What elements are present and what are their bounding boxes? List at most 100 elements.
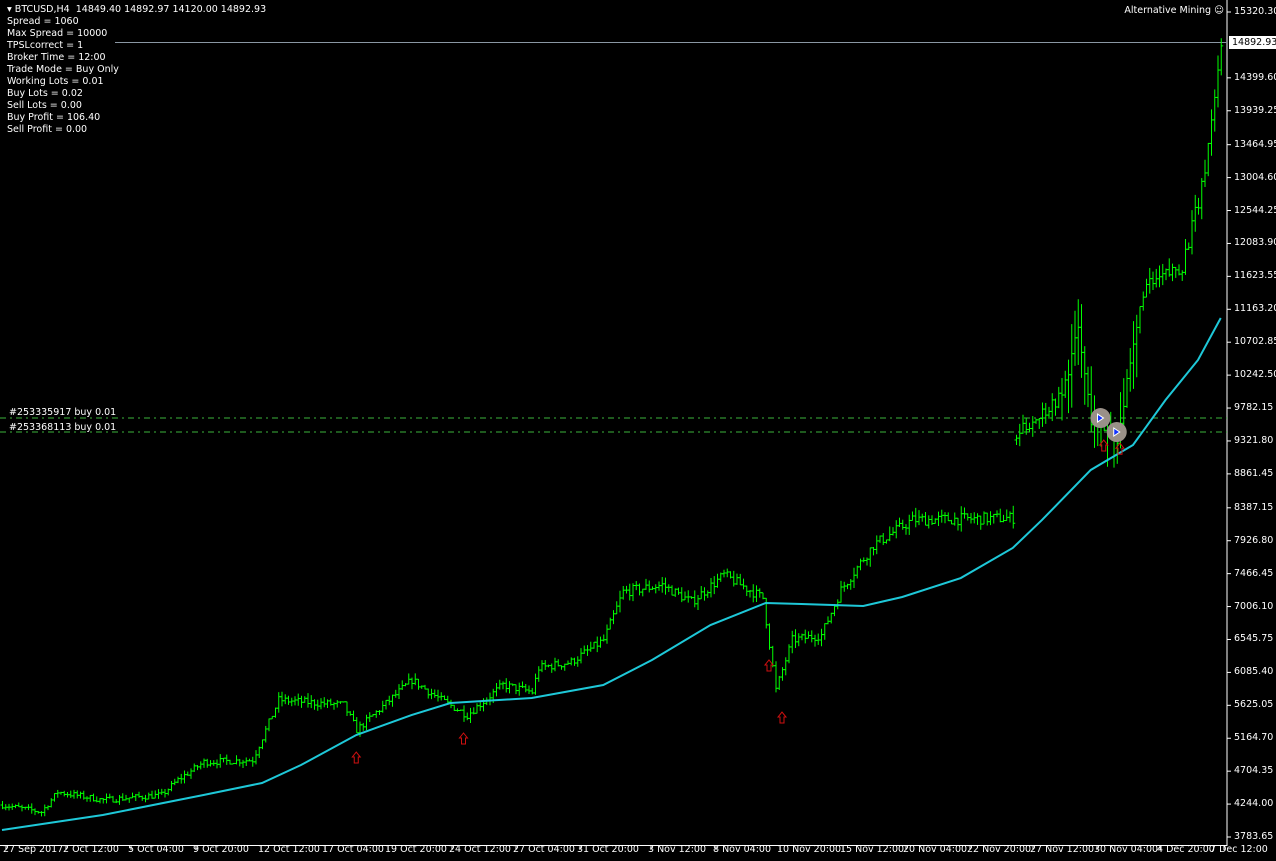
ohlc-bar: [114, 799, 119, 804]
ohlc-bar: [283, 694, 288, 705]
ohlc-bar: [605, 624, 609, 644]
ohlc-bar: [1173, 266, 1178, 278]
x-tick-label: 12 Oct 12:00: [258, 844, 320, 855]
ohlc-bar: [738, 573, 743, 586]
ohlc-bar: [1079, 304, 1084, 378]
ohlc-bar: [644, 578, 648, 590]
ohlc-bar: [588, 641, 593, 652]
ohlc-bar: [1060, 377, 1064, 421]
ohlc-bar: [897, 517, 902, 527]
ohlc-bar: [1219, 38, 1224, 76]
ohlc-bar: [540, 660, 544, 673]
ohlc-bar: [663, 577, 668, 595]
bid-price-tag: 14892.93: [1229, 36, 1276, 49]
ohlc-bar: [68, 790, 73, 798]
ohlc-bar: [488, 692, 492, 706]
ohlc-bar: [293, 696, 297, 706]
ohlc-bar: [78, 791, 83, 799]
ohlc-bar: [715, 573, 720, 588]
ohlc-bar: [1125, 369, 1129, 408]
x-tick-label: 30 Nov 04:00: [1094, 844, 1159, 855]
ohlc-bar: [572, 657, 577, 666]
ohlc-bar: [1167, 258, 1172, 277]
ohlc-bar: [774, 661, 778, 693]
y-tick-label: 6085.40: [1234, 666, 1274, 678]
ohlc-bar: [72, 789, 76, 799]
ohlc-bar: [1027, 422, 1032, 432]
expert-name: Alternative Mining: [1124, 5, 1212, 16]
ohlc-bar: [709, 578, 713, 598]
ohlc-bar: [1151, 271, 1155, 290]
y-tick-label: 13939.25: [1234, 104, 1276, 116]
y-tick-label: 13004.60: [1234, 171, 1276, 183]
ohlc-bar: [871, 546, 876, 556]
ohlc-bar: [432, 689, 437, 698]
ohlc-bar: [1199, 178, 1204, 220]
ohlc-bar: [653, 584, 658, 594]
ohlc-bar: [367, 712, 372, 722]
ohlc-bar: [1147, 267, 1152, 294]
x-tick-label: 19 Oct 20:00: [385, 844, 447, 855]
x-tick-label: 27 Sep 2017: [3, 844, 64, 855]
ohlc-bar: [965, 513, 970, 521]
ohlc-bar: [527, 685, 531, 695]
ohlc-bar: [1180, 270, 1185, 281]
ohlc-bar: [289, 697, 294, 707]
ohlc-bar: [1086, 366, 1090, 408]
ohlc-bar: [868, 547, 873, 567]
ohlc-bar: [926, 515, 931, 529]
ohlc-bar: [842, 581, 847, 592]
x-tick-label: 4 Dec 20:00: [1157, 844, 1215, 855]
ohlc-bar: [280, 691, 284, 707]
ohlc-bar: [1170, 263, 1175, 282]
ohlc-bar: [660, 577, 665, 593]
ohlc-bar: [322, 697, 327, 708]
y-tick-label: 9321.80: [1234, 434, 1274, 446]
ohlc-bar: [907, 514, 912, 535]
ohlc-bar: [127, 797, 132, 803]
x-tick-label: 5 Oct 04:00: [128, 844, 184, 855]
ohlc-bar: [1212, 89, 1217, 132]
ohlc-bar: [569, 657, 574, 666]
ohlc-bar: [627, 583, 632, 601]
ohlc-bar: [104, 793, 109, 804]
ohlc-bar: [1050, 393, 1055, 422]
ohlc-bar: [891, 527, 895, 536]
x-tick-label: 15 Nov 12:00: [840, 844, 905, 855]
ohlc-bar: [735, 573, 739, 585]
y-tick-label: 8387.15: [1234, 501, 1274, 513]
entry-arrow-icon: [1097, 413, 1105, 423]
expert-advisor-label[interactable]: Alternative Mining ☺: [1124, 5, 1224, 16]
ohlc-bar: [699, 586, 704, 600]
ohlc-bar: [978, 515, 983, 530]
ohlc-bar: [1141, 291, 1146, 311]
ohlc-bar: [101, 798, 106, 804]
ohlc-bar: [878, 535, 882, 543]
ohlc-bar: [475, 703, 479, 714]
ohlc-bar: [514, 684, 518, 695]
ohlc-bar: [676, 587, 681, 595]
info-line: Broker Time = 12:00: [7, 52, 106, 63]
y-tick-label: 7006.10: [1234, 600, 1274, 612]
ohlc-bar: [364, 714, 369, 731]
ohlc-bar: [637, 583, 642, 596]
ohlc-bar: [819, 628, 824, 647]
ohlc-bar: [296, 693, 301, 706]
y-tick-label: 9782.15: [1234, 402, 1274, 414]
order-label[interactable]: #253335917 buy 0.01: [9, 407, 117, 418]
ohlc-bar: [380, 700, 385, 713]
ohlc-bar: [309, 695, 314, 709]
ohlc-bar: [621, 585, 626, 600]
ohlc-bar: [783, 657, 788, 676]
ohlc-bar: [803, 629, 808, 644]
ohlc-bar: [517, 682, 522, 696]
info-line: Buy Profit = 106.40: [7, 112, 101, 123]
ohlc-bar: [189, 768, 193, 779]
y-tick-label: 12544.25: [1234, 204, 1276, 216]
ohlc-bar: [1160, 263, 1165, 286]
ohlc-bar: [176, 776, 180, 784]
y-tick-label: 7466.45: [1234, 567, 1274, 579]
ohlc-bar: [501, 681, 505, 690]
order-label[interactable]: #253368113 buy 0.01: [9, 422, 117, 433]
